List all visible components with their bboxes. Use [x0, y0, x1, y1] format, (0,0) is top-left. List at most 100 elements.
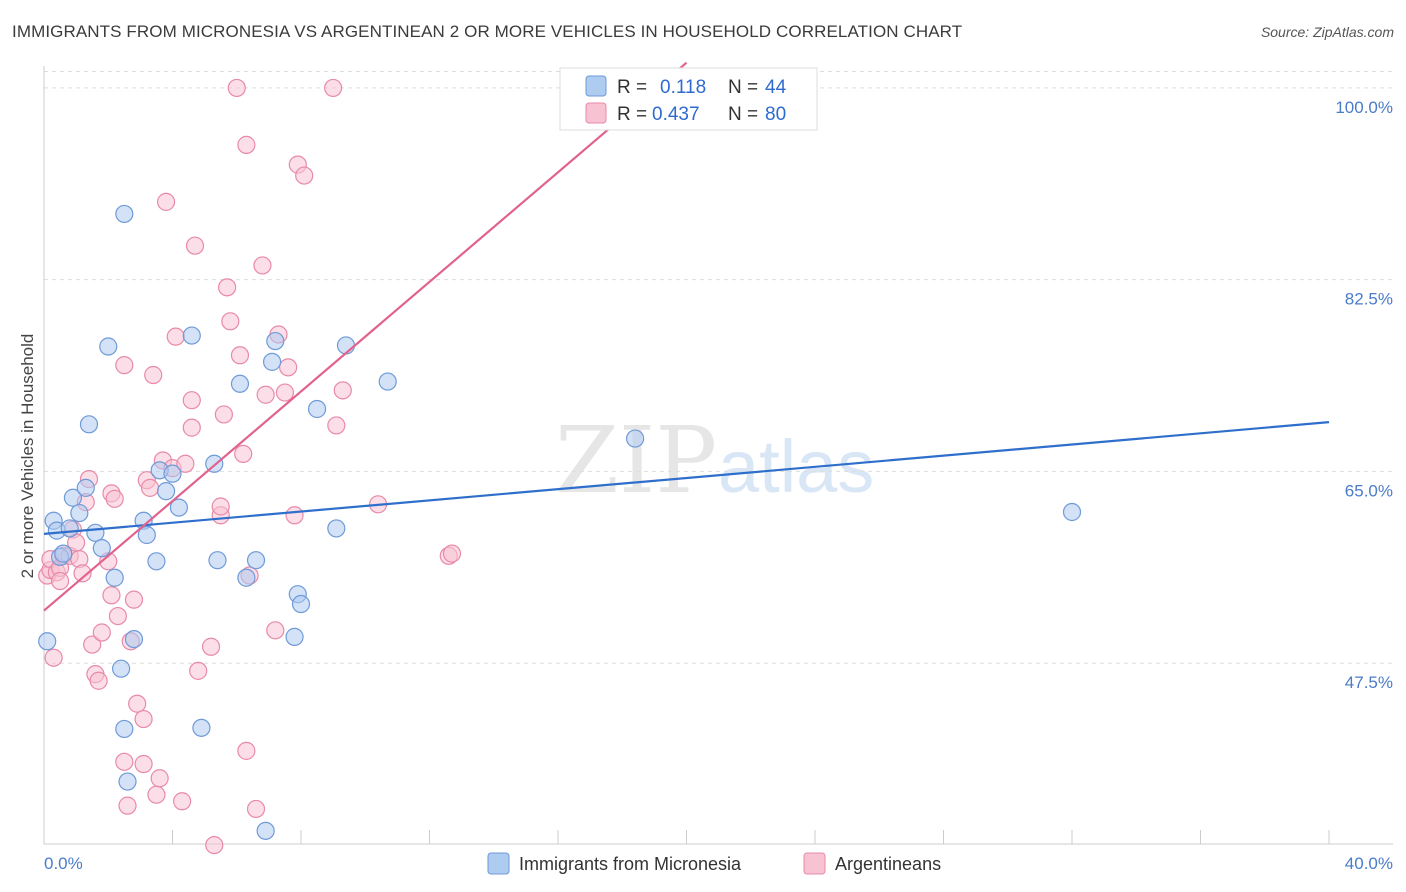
argentineans-point — [50, 571, 70, 591]
y-tick-label: 100.0% — [1335, 98, 1393, 117]
micronesia-point — [237, 568, 256, 587]
micronesia-point — [378, 372, 397, 391]
legend-r-label-1: R = — [617, 77, 647, 98]
trend-lines — [43, 61, 1330, 612]
legend-swatch-argentineans — [585, 102, 607, 124]
argentineans-point — [214, 405, 233, 424]
argentineans-point — [221, 312, 240, 331]
micronesia-point — [115, 204, 134, 224]
argentineans-point — [105, 489, 124, 508]
micronesia-point — [76, 478, 95, 497]
micronesia-point — [285, 627, 304, 646]
argentineans-point — [266, 621, 285, 640]
micronesia-point — [54, 544, 73, 563]
micronesia-point — [105, 568, 124, 587]
argentineans-point — [176, 454, 195, 473]
argentineans-point — [218, 278, 237, 297]
legend-n-label-2: N = — [728, 104, 758, 125]
argentineans-point — [108, 606, 127, 626]
argentineans-point — [73, 564, 92, 583]
micronesia-point — [169, 498, 189, 517]
legend-n-value-2: 80 — [765, 104, 786, 125]
micronesia-point — [111, 659, 131, 678]
argentineans-point — [201, 637, 221, 656]
micronesia-trend-line — [43, 421, 1330, 535]
legend-n-value-1: 44 — [765, 77, 787, 98]
argentineans-point — [205, 835, 224, 855]
argentineans-point — [333, 381, 352, 400]
micronesia-point — [92, 539, 111, 558]
legend-swatch-micronesia — [585, 75, 607, 97]
watermark: ZIP atlas — [555, 407, 874, 514]
legend-n-label-1: N = — [728, 77, 758, 98]
argentineans-point — [115, 752, 134, 771]
micronesia-point — [60, 519, 79, 538]
micronesia-point — [625, 429, 645, 448]
y-tick-label: 47.5% — [1345, 673, 1393, 692]
argentineans-point — [89, 671, 108, 690]
source-credit: Source: ZipAtlas.com — [1260, 24, 1394, 40]
argentineans-point — [140, 478, 160, 497]
micronesia-point — [70, 503, 89, 523]
micronesia-point — [137, 525, 156, 545]
argentineans-point — [128, 694, 147, 713]
series-legend-label-argentineans: Argentineans — [835, 854, 941, 874]
argentineans-point — [246, 799, 266, 819]
argentineans-point — [279, 358, 298, 377]
argentineans-point — [156, 192, 176, 211]
legend-r-label-2: R = — [617, 104, 647, 125]
x-tick-min: 0.0% — [44, 854, 83, 873]
argentineans-point — [285, 506, 304, 525]
micronesia-point — [156, 482, 176, 501]
micronesia-point — [118, 772, 137, 791]
micronesia-point — [291, 594, 311, 614]
y-tick-label: 65.0% — [1345, 481, 1393, 500]
argentineans-point — [253, 256, 272, 275]
micronesia-point — [266, 331, 285, 351]
argentineans-point — [227, 78, 246, 98]
micronesia-point — [124, 629, 144, 649]
argentineans-point — [211, 497, 230, 516]
y-axis-label: 2 or more Vehicles in Household — [18, 334, 37, 579]
micronesia-point — [63, 488, 83, 507]
stats-legend: R = 0.118 N = 44 R = 0.437 N = 80 — [559, 67, 818, 131]
micronesia-point — [79, 415, 99, 434]
watermark-zip: ZIP — [555, 407, 717, 514]
argentineans-point — [118, 796, 137, 815]
series-legend-swatch-argentineans — [803, 852, 826, 875]
argentineans-point — [144, 365, 163, 385]
watermark-atlas: atlas — [718, 425, 874, 508]
argentineans-point — [134, 754, 153, 774]
series-legend-swatch-micronesia — [487, 852, 510, 875]
argentineans-point — [185, 236, 205, 255]
argentineans-point — [256, 385, 275, 404]
micronesia-points — [38, 204, 1082, 840]
argentineans-point — [182, 418, 201, 437]
argentineans-point — [234, 444, 253, 464]
micronesia-point — [262, 352, 282, 371]
argentineans-point — [150, 769, 169, 788]
x-tick-max: 40.0% — [1345, 854, 1393, 873]
series-legend-label-micronesia: Immigrants from Micronesia — [519, 854, 742, 874]
micronesia-point — [1062, 502, 1082, 522]
argentineans-point — [324, 78, 343, 98]
micronesia-point — [307, 399, 327, 419]
argentineans-point — [230, 346, 250, 365]
series-legend: Immigrants from Micronesia Argentineans — [487, 852, 941, 875]
micronesia-point — [147, 552, 166, 571]
argentineans-point — [237, 741, 256, 760]
micronesia-point — [86, 523, 105, 542]
y-tick-label: 82.5% — [1345, 290, 1393, 309]
micronesia-point — [336, 336, 356, 355]
micronesia-point — [208, 551, 227, 570]
argentineans-point — [189, 661, 208, 680]
argentineans-point — [295, 166, 314, 185]
y-tick-labels: 47.5% 65.0% 82.5% 100.0% — [1335, 98, 1393, 692]
chart-title: IMMIGRANTS FROM MICRONESIA VS ARGENTINEA… — [12, 22, 963, 41]
argentineans-points — [38, 78, 462, 855]
micronesia-point — [256, 821, 275, 840]
argentineans-point — [124, 590, 144, 609]
argentineans-point — [166, 327, 185, 346]
argentineans-point — [147, 785, 166, 804]
